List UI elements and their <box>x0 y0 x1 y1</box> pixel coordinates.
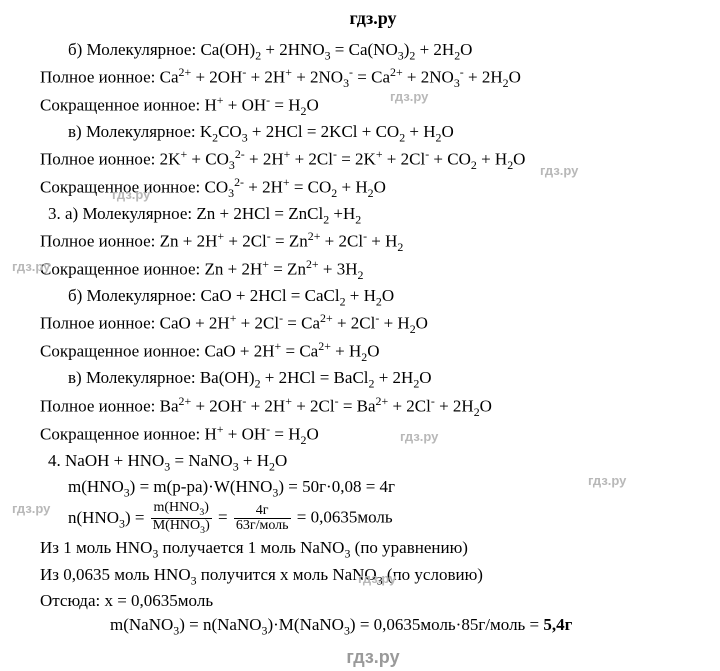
text-line: в) Молекулярное: Ba(OH)2 + 2HCl = BaCl2 … <box>40 366 706 392</box>
page-footer: гдз.ру <box>40 645 706 671</box>
text-line: Сокращенное ионное: H+ + OH- = H2O <box>40 421 706 449</box>
fraction-2: 4г63г/моль <box>234 504 291 534</box>
text-line: Полное ионное: Ca2+ + 2OH- + 2H+ + 2NO3-… <box>40 64 706 92</box>
text-line: Полное ионное: Zn + 2H+ + 2Cl- = Zn2+ + … <box>40 228 706 256</box>
text-line: б) Молекулярное: CaO + 2HCl = CaCl2 + H2… <box>40 284 706 310</box>
text-line: Из 0,0635 моль HNO3 получится х моль NaN… <box>40 563 706 589</box>
text-line: Из 1 моль HNO3 получается 1 моль NaNO3 (… <box>40 536 706 562</box>
text-line: m(HNO3) = m(р-ра)·W(HNO3) = 50г·0,08 = 4… <box>40 475 706 501</box>
fraction-1: m(HNO3)M(HNO3) <box>151 501 212 536</box>
page-header: гдз.ру <box>40 6 706 32</box>
frac-suffix: = 0,0635моль <box>293 508 393 527</box>
text-line: Сокращенное ионное: H+ + OH- = H2O <box>40 92 706 120</box>
text-line: Сокращенное ионное: CO32- + 2H+ = CO2 + … <box>40 174 706 202</box>
final-line: m(NaNO3) = n(NaNO3)·M(NaNO3) = 0,0635мол… <box>40 613 706 639</box>
text-line: Полное ионное: 2K+ + CO32- + 2H+ + 2Cl- … <box>40 146 706 174</box>
text-line: 4. NaOH + HNO3 = NaNO3 + H2O <box>40 449 706 475</box>
fraction-line: n(HNO3) = m(HNO3)M(HNO3) = 4г63г/моль = … <box>40 501 706 536</box>
frac-prefix: n(HNO3) = <box>68 508 149 527</box>
text-line: б) Молекулярное: Ca(OH)2 + 2HNO3 = Ca(NO… <box>40 38 706 64</box>
text-line: Отсюда: х = 0,0635моль <box>40 589 706 613</box>
frac-mid: = <box>214 508 232 527</box>
final-expr: m(NaNO3) = n(NaNO3)·M(NaNO3) = 0,0635мол… <box>110 615 543 634</box>
text-line: Полное ионное: CaO + 2H+ + 2Cl- = Ca2+ +… <box>40 310 706 338</box>
text-line: Сокращенное ионное: CaO + 2H+ = Ca2+ + H… <box>40 338 706 366</box>
text-line: Сокращенное ионное: Zn + 2H+ = Zn2+ + 3H… <box>40 256 706 284</box>
final-result: 5,4г <box>543 615 572 634</box>
text-line: 3. а) Молекулярное: Zn + 2HCl = ZnCl2 +H… <box>40 202 706 228</box>
text-line: Полное ионное: Ba2+ + 2OH- + 2H+ + 2Cl- … <box>40 393 706 421</box>
text-line: в) Молекулярное: K2CO3 + 2HCl = 2KCl + C… <box>40 120 706 146</box>
